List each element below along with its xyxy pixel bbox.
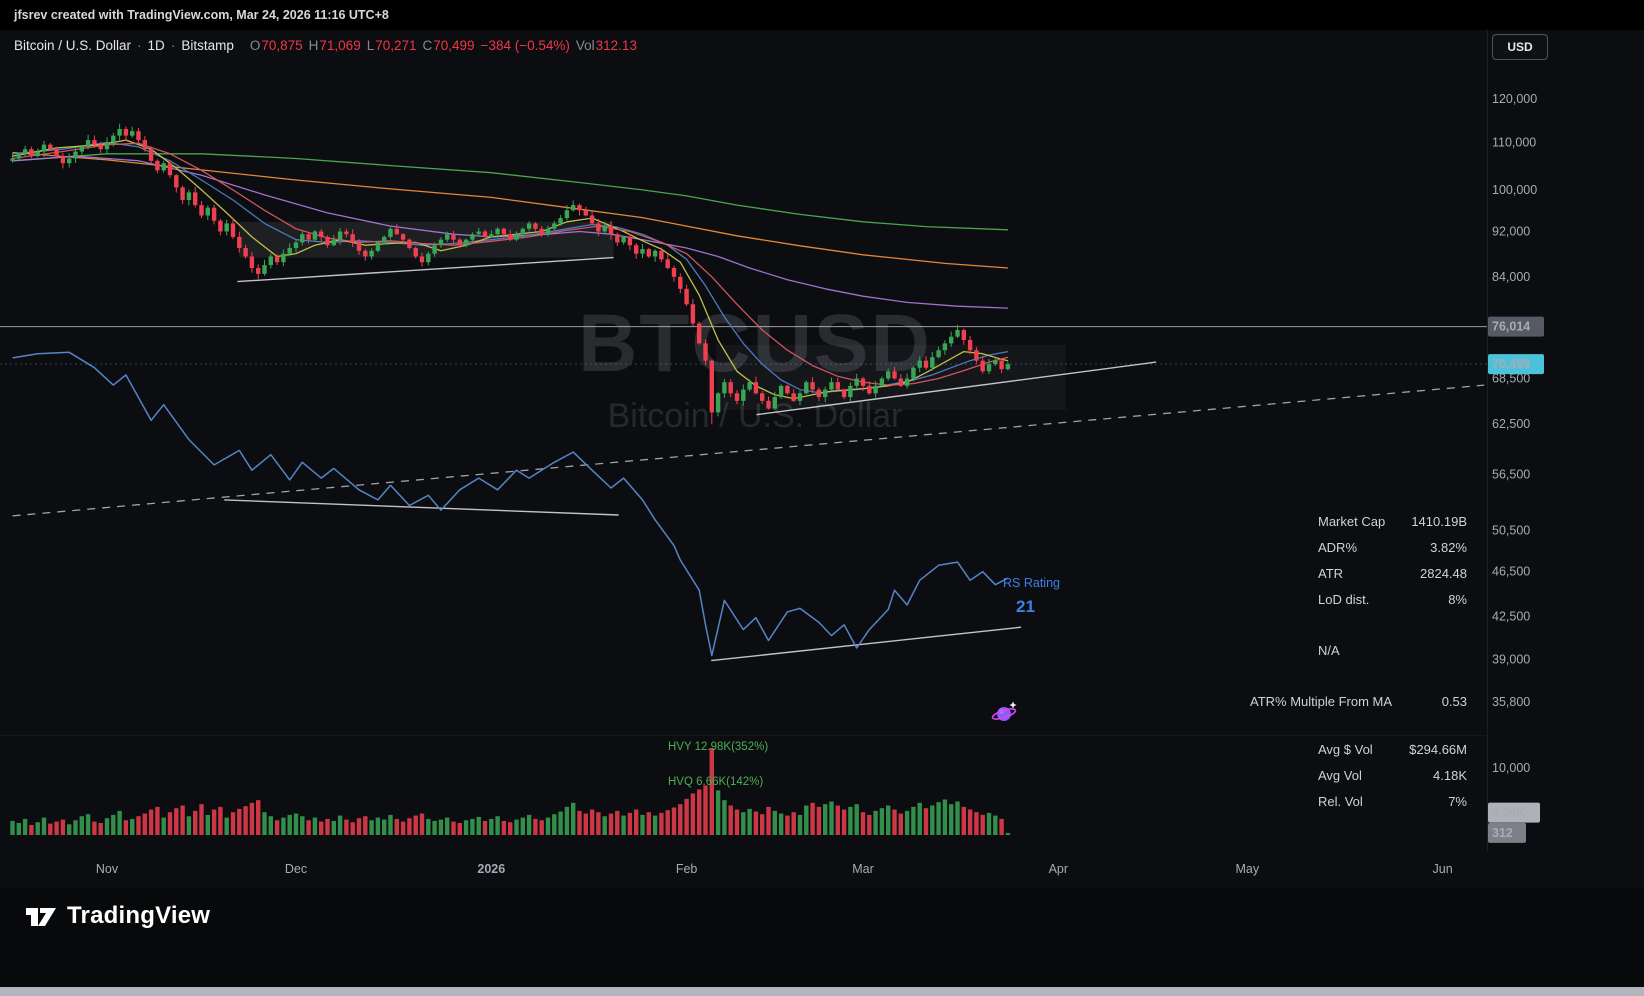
stat-row-adr: ADR% 3.82% xyxy=(1318,540,1467,555)
change-value: −384 (−0.54%) xyxy=(480,37,570,53)
tradingview-logo-icon xyxy=(26,908,56,926)
stat-row-na: N/A xyxy=(1318,643,1467,658)
attribution-bar: jfsrev created with TradingView.com, Mar… xyxy=(0,0,1644,30)
pane-separator[interactable] xyxy=(0,735,1487,736)
svg-text:62,500: 62,500 xyxy=(1492,417,1530,431)
high-value: H 71,069 xyxy=(308,37,361,53)
currency-toggle-button[interactable]: USD xyxy=(1492,34,1548,60)
svg-text:10,000: 10,000 xyxy=(1492,761,1530,775)
stat-label: Rel. Vol xyxy=(1318,794,1363,809)
stat-label: N/A xyxy=(1318,643,1340,658)
svg-text:70,499: 70,499 xyxy=(1492,357,1530,371)
svg-text:35,800: 35,800 xyxy=(1492,695,1530,709)
svg-text:Apr: Apr xyxy=(1049,862,1068,876)
svg-text:110,000: 110,000 xyxy=(1492,135,1536,149)
stat-label: Market Cap xyxy=(1318,514,1386,529)
close-value: C 70,499 xyxy=(422,37,475,53)
svg-text:92,000: 92,000 xyxy=(1492,224,1530,238)
price-axis-separator xyxy=(1487,30,1488,852)
svg-text:Dec: Dec xyxy=(285,862,307,876)
stat-value: 8% xyxy=(1448,592,1467,607)
stat-row-lod: LoD dist. 8% xyxy=(1318,592,1467,607)
tradingview-brand[interactable]: TradingView xyxy=(24,902,210,930)
svg-text:84,000: 84,000 xyxy=(1492,270,1530,284)
stat-row-atr-multiple: ATR% Multiple From MA 0.53 xyxy=(1250,694,1467,709)
stat-value: 3.82% xyxy=(1430,540,1467,555)
stat-label: ATR xyxy=(1318,566,1344,581)
stat-label: Avg $ Vol xyxy=(1318,742,1373,757)
open-value: O 70,875 xyxy=(249,37,303,53)
svg-text:56,500: 56,500 xyxy=(1492,468,1530,482)
separator-dot: · xyxy=(137,37,142,53)
stat-row-avg-dollar-vol: Avg $ Vol $294.66M xyxy=(1318,742,1467,757)
svg-text:76,014: 76,014 xyxy=(1492,320,1530,334)
svg-text:42,500: 42,500 xyxy=(1492,610,1530,624)
svg-text:Feb: Feb xyxy=(676,862,698,876)
planet-sticker-icon[interactable] xyxy=(990,698,1020,728)
svg-text:120,000: 120,000 xyxy=(1492,92,1537,106)
svg-text:2026: 2026 xyxy=(477,862,505,876)
svg-text:Nov: Nov xyxy=(96,862,119,876)
stat-value: 7% xyxy=(1448,794,1467,809)
stat-row-rel-vol: Rel. Vol 7% xyxy=(1318,794,1467,809)
symbol-title[interactable]: Bitcoin / U.S. Dollar xyxy=(14,37,132,53)
stat-row-atr: ATR 2824.48 xyxy=(1318,566,1467,581)
svg-text:68,500: 68,500 xyxy=(1492,372,1530,386)
footer-bar: TradingView xyxy=(0,888,1644,987)
stat-label: LoD dist. xyxy=(1318,592,1370,607)
svg-text:46,500: 46,500 xyxy=(1492,565,1530,579)
stat-label: Avg Vol xyxy=(1318,768,1362,783)
stat-value: 0.53 xyxy=(1441,694,1467,709)
rs-rating-label: RS Rating xyxy=(1003,576,1060,590)
exchange-label[interactable]: Bitstamp xyxy=(181,37,234,53)
svg-text:Jun: Jun xyxy=(1433,862,1453,876)
stat-value: 4.18K xyxy=(1433,768,1467,783)
stat-row-avg-vol: Avg Vol 4.18K xyxy=(1318,768,1467,783)
svg-text:50,500: 50,500 xyxy=(1492,524,1530,538)
interval-label[interactable]: 1D xyxy=(147,37,165,53)
attribution-text: jfsrev created with TradingView.com, Mar… xyxy=(14,8,389,22)
stat-value: $294.66M xyxy=(1409,742,1467,757)
stat-label: ADR% xyxy=(1318,540,1358,555)
svg-text:Mar: Mar xyxy=(852,862,874,876)
stat-value: 1410.19B xyxy=(1411,514,1467,529)
brand-name: TradingView xyxy=(67,902,211,929)
svg-text:100,000: 100,000 xyxy=(1492,183,1537,197)
low-value: L 70,271 xyxy=(366,37,417,53)
stat-row-market-cap: Market Cap 1410.19B xyxy=(1318,514,1467,529)
chart-canvas[interactable]: 120,000 110,000 100,000 92,000 84,000 68,500 6… xyxy=(0,0,1644,888)
svg-text:3.34K: 3.34K xyxy=(1492,806,1525,820)
svg-text:312: 312 xyxy=(1492,826,1513,840)
rs-rating-value: 21 xyxy=(1016,597,1035,616)
hvq-volume-label: HVQ 6.66K(142%) xyxy=(668,776,764,788)
separator-dot: · xyxy=(170,37,176,53)
svg-text:May: May xyxy=(1235,862,1259,876)
svg-text:39,000: 39,000 xyxy=(1492,652,1530,666)
stat-label: ATR% Multiple From MA xyxy=(1250,694,1393,709)
hvy-volume-label: HVY 12.98K(352%) xyxy=(668,741,769,753)
volume-value: Vol 312.13 xyxy=(575,37,637,53)
bottom-scroll-strip[interactable] xyxy=(0,987,1644,996)
stat-value: 2824.48 xyxy=(1420,566,1467,581)
